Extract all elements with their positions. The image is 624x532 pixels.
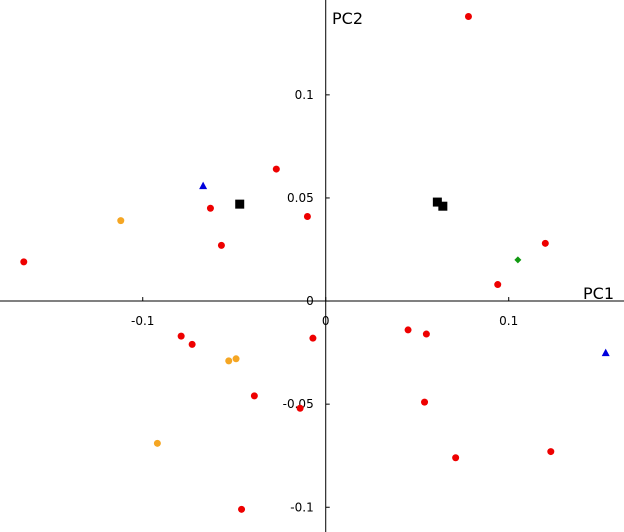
y-axis-label: PC2 (332, 9, 363, 28)
point (303, 213, 311, 221)
point (117, 217, 125, 225)
point (153, 439, 161, 447)
point (514, 256, 522, 264)
point (225, 357, 233, 365)
point (452, 454, 460, 462)
point (177, 332, 185, 340)
x-tick-label: -0.1 (131, 314, 154, 328)
x-tick-label: 0 (322, 314, 330, 328)
point (238, 505, 246, 513)
x-tick-label: 0.1 (499, 314, 518, 328)
point (309, 334, 317, 342)
point (438, 201, 448, 211)
point (235, 199, 245, 209)
point (188, 340, 196, 348)
point (601, 348, 610, 357)
y-tick-label: 0.05 (287, 191, 314, 205)
point (432, 197, 442, 207)
point (464, 12, 472, 20)
point (206, 204, 214, 212)
y-tick-label: 0 (306, 294, 314, 308)
point (404, 326, 412, 334)
point (232, 355, 240, 363)
point (296, 404, 304, 412)
y-tick-label: 0.1 (295, 88, 314, 102)
point (422, 330, 430, 338)
point (199, 181, 208, 190)
point (250, 392, 258, 400)
point (421, 398, 429, 406)
y-tick-label: -0.1 (290, 500, 313, 514)
point (494, 281, 502, 289)
y-tick-label: -0.05 (283, 397, 314, 411)
x-axis-label: PC1 (583, 284, 614, 303)
point (547, 448, 555, 456)
point (20, 258, 28, 266)
point (217, 241, 225, 249)
point (541, 239, 549, 247)
point (272, 165, 280, 173)
